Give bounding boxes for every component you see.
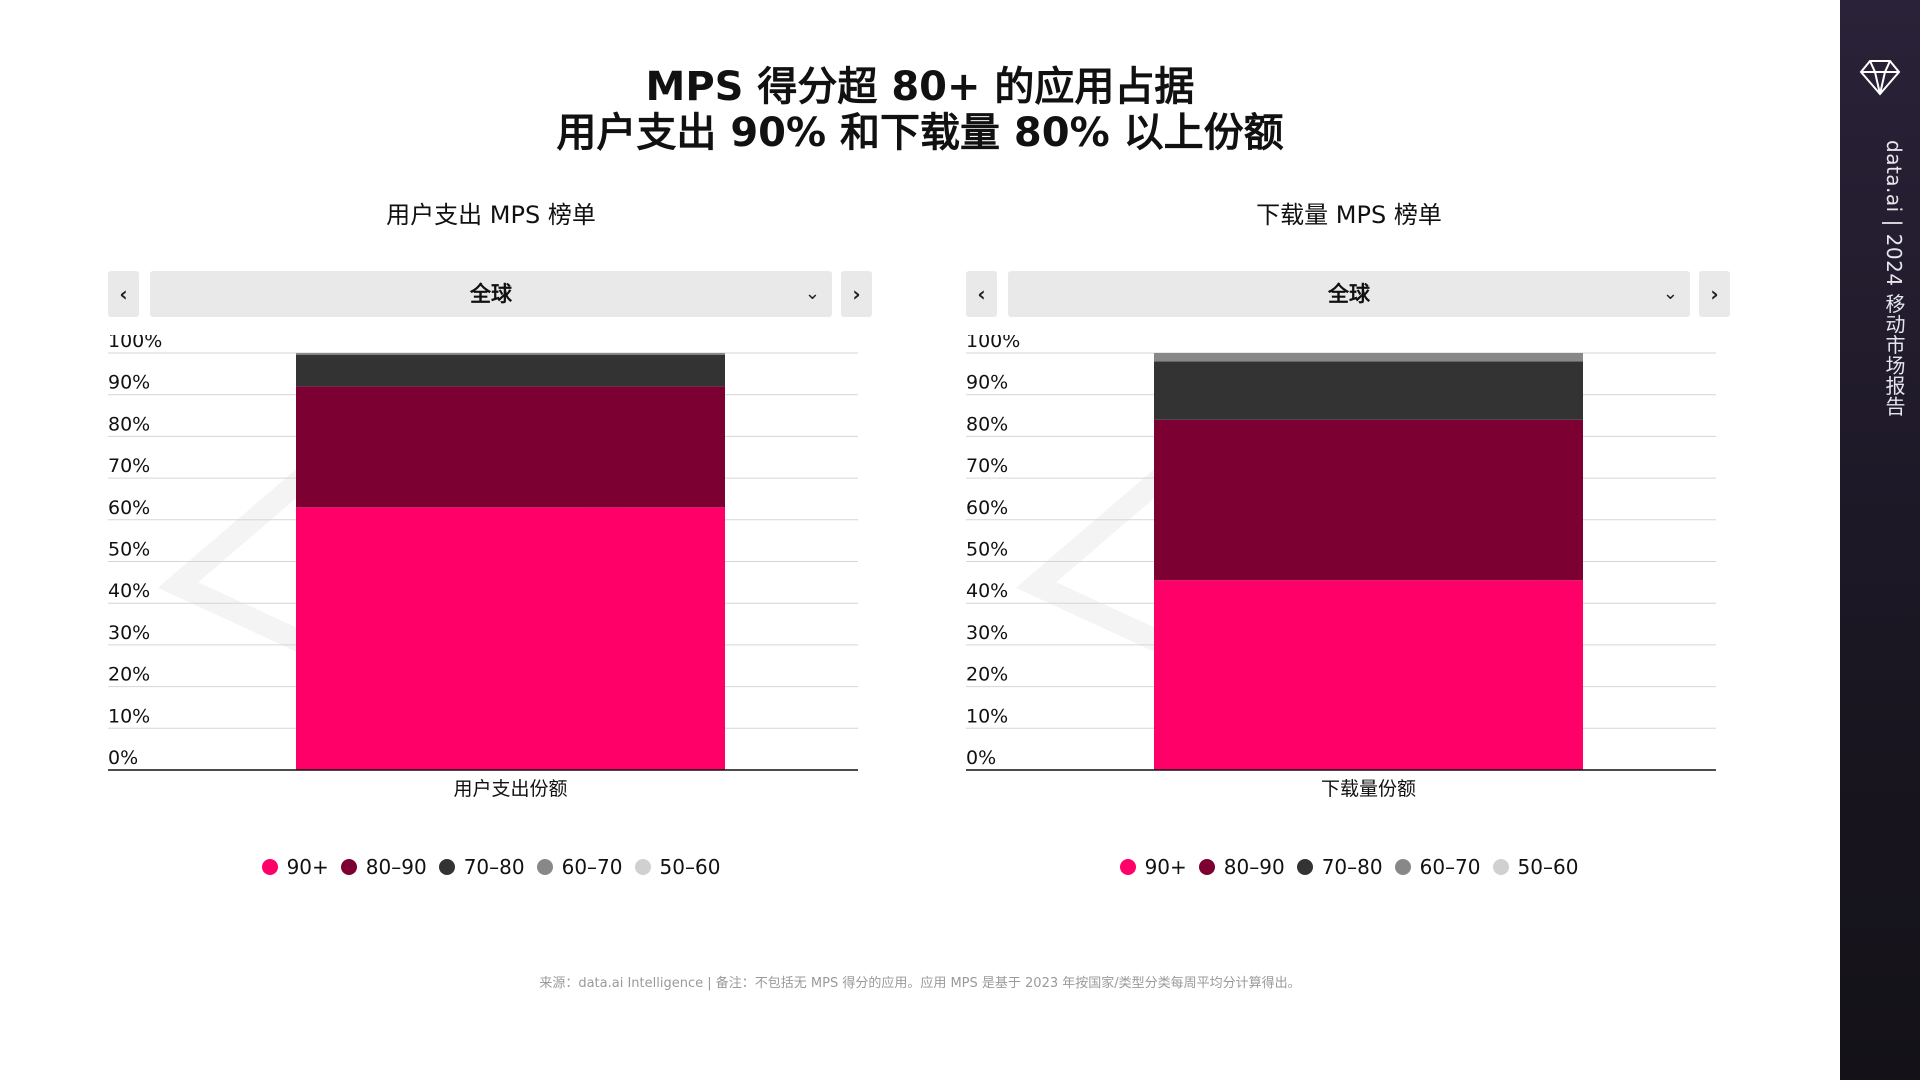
chart-legend: 90+ 80–90 70–80 60–70 50–60	[108, 855, 874, 879]
region-dropdown[interactable]: 全球 ⌄	[1008, 271, 1690, 317]
y-tick-label: 40%	[966, 580, 1008, 602]
legend-swatch	[261, 859, 278, 875]
chevron-left-icon: ‹	[977, 282, 986, 306]
y-tick-label: 20%	[108, 664, 150, 686]
downloads-stacked-bar-chart: 0% 10% 20% 30% 40% 50% 60% 70% 80% 90% 100% 下载量份额	[966, 335, 1716, 800]
legend-label: 90+	[1144, 855, 1187, 879]
legend-item: 80–90	[340, 855, 427, 879]
legend-swatch	[1296, 859, 1313, 875]
legend-label: 60–70	[561, 855, 623, 879]
spend-panel: 用户支出 MPS 榜单 ‹ 全球 ⌄ › 0% 10% 20% 30% 40% 50% 60…	[108, 195, 874, 895]
legend-label: 60–70	[1419, 855, 1481, 879]
y-tick-label: 10%	[966, 705, 1008, 727]
y-tick-label: 70%	[108, 455, 150, 477]
y-tick-label: 10%	[108, 705, 150, 727]
bar-segment-70-80	[1154, 361, 1583, 420]
y-tick-label: 90%	[966, 372, 1008, 394]
y-tick-label: 80%	[966, 413, 1008, 435]
brand-sidebar: data.ai | 2024 移动市场报告	[1840, 0, 1920, 1080]
y-tick-label: 0%	[966, 747, 996, 769]
chevron-right-icon: ›	[1710, 282, 1719, 306]
legend-label: 70–80	[463, 855, 525, 879]
source-footnote: 来源：data.ai Intelligence | 备注：不包括无 MPS 得分…	[539, 976, 1301, 991]
y-tick-label: 50%	[108, 539, 150, 561]
legend-item: 80–90	[1198, 855, 1285, 879]
bar-segment-80-90	[1154, 419, 1583, 581]
sidebar-report-title: data.ai | 2024 移动市场报告	[1882, 140, 1906, 417]
legend-item: 50–60	[1492, 855, 1579, 879]
y-tick-label: 100%	[108, 335, 162, 352]
chevron-down-icon: ⌄	[804, 283, 820, 304]
y-tick-label: 100%	[966, 335, 1020, 352]
chevron-right-icon: ›	[852, 282, 861, 306]
legend-swatch	[1119, 859, 1136, 875]
legend-item: 90+	[1119, 855, 1187, 879]
bar-segment-60-70	[1154, 353, 1583, 362]
prev-region-button[interactable]: ‹	[966, 271, 997, 317]
y-tick-label: 30%	[966, 622, 1008, 644]
chart-legend: 90+ 80–90 70–80 60–70 50–60	[966, 855, 1732, 879]
region-selector-row: ‹ 全球 ⌄ ›	[966, 271, 1732, 317]
panel-title: 下载量 MPS 榜单	[1256, 201, 1442, 229]
bar-segment-90+	[1154, 580, 1583, 770]
legend-item: 90+	[261, 855, 329, 879]
next-region-button[interactable]: ›	[841, 271, 872, 317]
prev-region-button[interactable]: ‹	[108, 271, 139, 317]
legend-item: 60–70	[1394, 855, 1481, 879]
y-tick-label: 0%	[108, 747, 138, 769]
y-tick-label: 90%	[108, 372, 150, 394]
region-selector-row: ‹ 全球 ⌄ ›	[108, 271, 874, 317]
legend-swatch	[536, 859, 553, 875]
legend-item: 50–60	[634, 855, 721, 879]
legend-item: 70–80	[438, 855, 525, 879]
legend-swatch	[634, 859, 651, 875]
title-line-1: MPS 得分超 80+ 的应用占据	[645, 64, 1195, 110]
y-tick-label: 60%	[108, 497, 150, 519]
y-tick-label: 20%	[966, 664, 1008, 686]
y-tick-label: 40%	[108, 580, 150, 602]
page-title: MPS 得分超 80+ 的应用占据 用户支出 90% 和下载量 80% 以上份额	[0, 64, 1840, 156]
y-tick-label: 50%	[966, 539, 1008, 561]
legend-label: 90+	[286, 855, 329, 879]
x-category-label: 下载量份额	[1321, 778, 1416, 800]
downloads-panel: 下载量 MPS 榜单 ‹ 全球 ⌄ › 0% 10% 20% 30% 40% 50% 60%…	[966, 195, 1732, 895]
chevron-down-icon: ⌄	[1662, 283, 1678, 304]
legend-swatch	[340, 859, 357, 875]
y-tick-label: 70%	[966, 455, 1008, 477]
legend-swatch	[1198, 859, 1215, 875]
diamond-logo-icon	[1859, 60, 1901, 96]
title-line-2: 用户支出 90% 和下载量 80% 以上份额	[556, 110, 1284, 156]
bar-segment-90+	[296, 507, 725, 770]
legend-label: 80–90	[1223, 855, 1285, 879]
legend-label: 70–80	[1321, 855, 1383, 879]
y-tick-label: 60%	[966, 497, 1008, 519]
bar-segment-70-80	[296, 354, 725, 387]
next-region-button[interactable]: ›	[1699, 271, 1730, 317]
chevron-left-icon: ‹	[119, 282, 128, 306]
bar-segment-60-70	[296, 353, 725, 355]
legend-label: 80–90	[365, 855, 427, 879]
panel-title: 用户支出 MPS 榜单	[386, 201, 596, 229]
legend-swatch	[1394, 859, 1411, 875]
legend-item: 60–70	[536, 855, 623, 879]
legend-label: 50–60	[659, 855, 721, 879]
spend-stacked-bar-chart: 0% 10% 20% 30% 40% 50% 60% 70% 80% 90% 100% 用户支出份额	[108, 335, 858, 800]
legend-swatch	[438, 859, 455, 875]
legend-item: 70–80	[1296, 855, 1383, 879]
region-dropdown-label: 全球	[470, 282, 512, 306]
legend-label: 50–60	[1517, 855, 1579, 879]
bar-segment-80-90	[296, 386, 725, 508]
legend-swatch	[1492, 859, 1509, 875]
x-category-label: 用户支出份额	[453, 778, 567, 800]
y-tick-label: 30%	[108, 622, 150, 644]
y-tick-label: 80%	[108, 413, 150, 435]
region-dropdown[interactable]: 全球 ⌄	[150, 271, 832, 317]
region-dropdown-label: 全球	[1328, 282, 1370, 306]
